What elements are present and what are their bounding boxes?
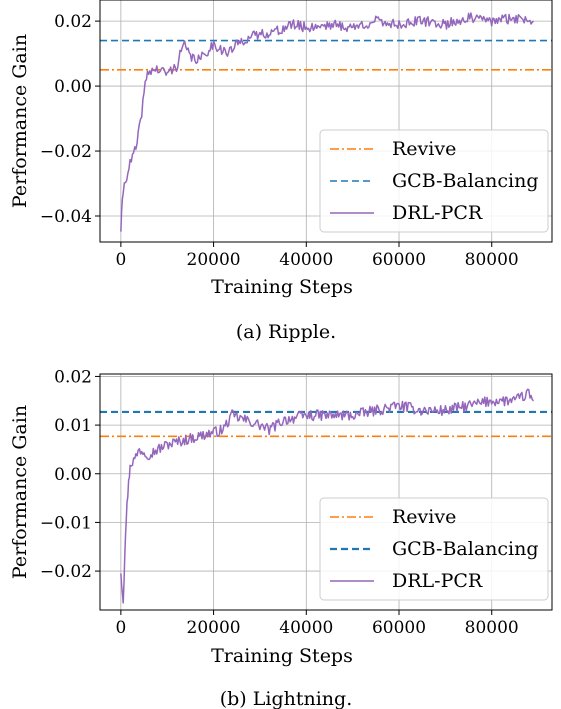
y-tick-label: −0.02 [40,142,92,162]
x-tick-label: 40000 [279,250,333,270]
x-tick-label: 20000 [187,250,241,270]
y-axis-title: Performance Gain [9,34,31,208]
x-tick-label: 0 [115,250,126,270]
x-tick-label: 60000 [372,618,426,638]
series-drl-pcr [120,388,535,604]
y-tick-label: 0.00 [54,465,92,485]
legend-label: GCB-Balancing [392,538,539,560]
legend: Revive GCB-Balancing DRL-PCR [319,129,549,233]
plot-frame [99,0,553,243]
series-line [120,12,535,232]
legend-label: Revive [392,506,456,528]
chart-lightning: 0 20000 40000 60000 80000 −0.02 −0.01 0.00 0.01 0… [9,367,553,709]
y-tick-label: 0.00 [54,77,92,97]
x-axis-title: Training Steps [211,276,353,298]
legend: Revive GCB-Balancing DRL-PCR [319,497,549,601]
x-tick-label: 80000 [465,618,519,638]
x-tick-label: 60000 [372,250,426,270]
plot-frame [99,373,553,611]
legend-label: Revive [392,138,456,160]
y-tick-label: 0.02 [54,367,92,387]
legend-label: DRL-PCR [392,570,483,592]
figure-caption: (b) Lightning. [220,688,353,709]
x-tick-label: 20000 [187,618,241,638]
legend-label: GCB-Balancing [392,170,539,192]
x-tick-label: 80000 [465,250,519,270]
y-axis-title: Performance Gain [9,405,31,579]
legend-box [319,497,549,601]
series-line [120,388,535,604]
x-tick-label: 40000 [279,618,333,638]
y-tick-label: 0.02 [54,12,92,32]
chart-ripple: 0 20000 40000 60000 80000 −0.04 −0.02 0.00 0.02 T… [9,0,553,343]
y-tick-label: −0.04 [40,207,92,227]
legend-label: DRL-PCR [392,202,483,224]
x-tick-label: 0 [115,618,126,638]
y-tick-label: 0.01 [54,416,92,436]
figure-caption: (a) Ripple. [236,321,336,343]
series-drl-pcr [120,12,535,232]
y-tick-label: −0.02 [40,562,92,582]
legend-box [319,129,549,233]
y-tick-label: −0.01 [40,513,92,533]
x-axis-title: Training Steps [211,645,353,667]
